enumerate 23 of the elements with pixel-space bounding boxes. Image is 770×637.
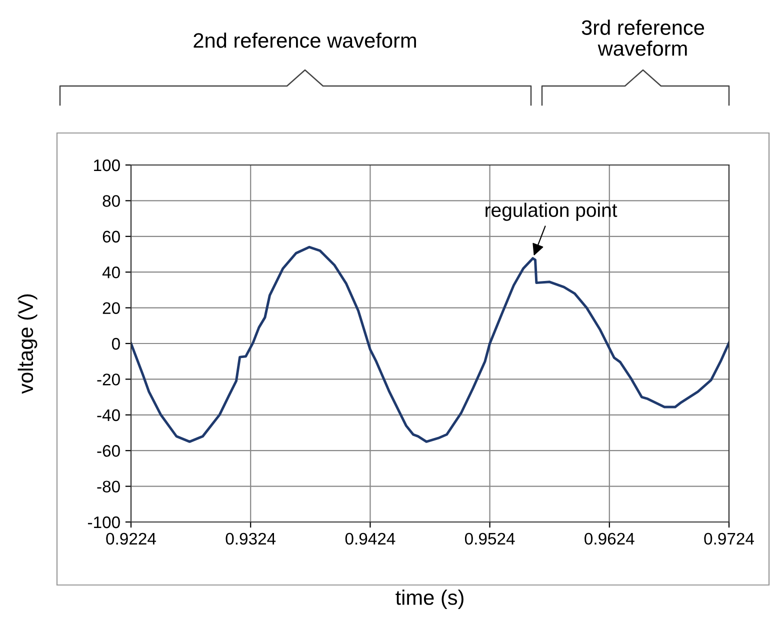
y-tick-label: 60 — [102, 230, 120, 243]
x-tick-label: 0.9524 — [464, 532, 515, 545]
annotation: regulation point — [486, 202, 618, 221]
x-tick-label: 0.9424 — [345, 532, 396, 545]
text: 3rd reference waveform — [582, 20, 704, 56]
y-tick-label: 100 — [94, 159, 120, 172]
y-tick-label: 0 — [112, 338, 120, 350]
x-tick-label: 0.9324 — [226, 532, 276, 545]
x-tick-label: 0.9224 — [106, 532, 156, 545]
text: 2nd reference waveform — [194, 32, 416, 48]
y-tick-label: -40 — [97, 409, 120, 422]
y-tick-label: 40 — [102, 266, 120, 278]
x-tick-label: 0.9724 — [704, 532, 754, 545]
x-tick-label: 0.9624 — [584, 532, 634, 545]
y-tick-label: -60 — [97, 445, 120, 457]
y-tick-label: -80 — [97, 480, 120, 493]
y-tick-label: 20 — [102, 302, 120, 314]
y-tick-label: 80 — [102, 195, 120, 207]
y-tick-label: -100 — [88, 516, 120, 528]
x-axis-title: time (s) — [396, 590, 464, 610]
y-tick-label: -20 — [97, 374, 120, 386]
y-axis-title: voltage (V) — [18, 294, 38, 394]
line-series — [131, 246, 729, 443]
